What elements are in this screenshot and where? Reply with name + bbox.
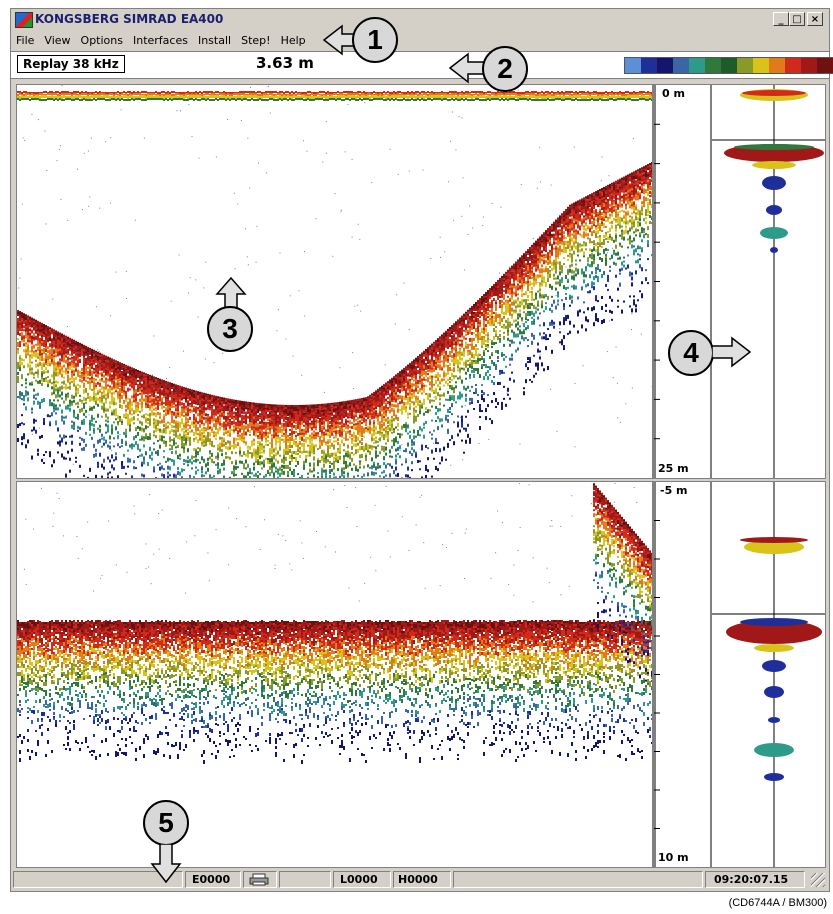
arrow-right-icon	[712, 336, 752, 368]
status-bar: E0000 L0000 H0000 09:20:07.15	[11, 869, 829, 891]
color-swatch	[817, 58, 833, 73]
callout-1: 1	[322, 14, 402, 66]
minimize-button[interactable]: _	[773, 12, 789, 26]
application-window: KONGSBERG SIMRAD EA400 _ □ × File View Opt…	[10, 8, 833, 892]
close-button[interactable]: ×	[807, 12, 823, 26]
menu-bar: File View Options Interfaces Install Step! Hel…	[11, 31, 829, 51]
color-scale	[624, 57, 833, 74]
upper-depth-top: 0 m	[662, 87, 685, 100]
menu-help[interactable]: Help	[280, 34, 306, 47]
lower-depth-ticks	[654, 482, 660, 867]
callout-2: 2	[448, 44, 532, 94]
color-swatch	[753, 58, 769, 73]
arrow-left-icon	[448, 52, 488, 84]
status-field-h: H0000	[393, 871, 451, 888]
lower-depth-scale: -5 m 10 m	[653, 481, 711, 868]
menu-file[interactable]: File	[16, 34, 35, 47]
lower-echogram-image	[17, 482, 652, 764]
upper-depth-scale: 0 m 25 m	[653, 84, 711, 479]
color-swatch	[673, 58, 689, 73]
status-time: 09:20:07.15	[705, 871, 805, 888]
color-swatch	[737, 58, 753, 73]
arrow-left-icon	[322, 24, 362, 56]
status-field-e: E0000	[185, 871, 241, 888]
color-swatch	[625, 58, 641, 73]
callout-4: 4	[668, 328, 754, 378]
title-bar[interactable]: KONGSBERG SIMRAD EA400 _ □ ×	[11, 9, 829, 31]
lower-scope-image	[712, 482, 825, 867]
color-swatch	[785, 58, 801, 73]
color-swatch	[689, 58, 705, 73]
depth-readout: 3.63 m	[256, 54, 314, 72]
printer-button[interactable]	[243, 871, 277, 888]
lower-scope-view[interactable]	[711, 481, 826, 868]
lower-depth-top: -5 m	[660, 484, 688, 497]
upper-scope-image	[712, 85, 825, 478]
color-swatch	[641, 58, 657, 73]
printer-icon	[249, 873, 269, 886]
status-field-blank	[13, 871, 183, 888]
lower-depth-bottom: 10 m	[658, 851, 689, 864]
color-swatch	[705, 58, 721, 73]
upper-depth-ticks	[654, 85, 660, 478]
callout-5: 5	[140, 800, 192, 886]
app-logo-icon	[15, 12, 33, 28]
color-swatch	[769, 58, 785, 73]
arrow-up-icon	[215, 276, 247, 312]
menu-options[interactable]: Options	[80, 34, 123, 47]
lower-echogram[interactable]	[16, 481, 653, 868]
color-swatch	[657, 58, 673, 73]
upper-scope-view[interactable]	[711, 84, 826, 479]
upper-depth-bottom: 25 m	[658, 462, 689, 475]
menu-step[interactable]: Step!	[241, 34, 271, 47]
upper-echogram-image	[17, 85, 652, 478]
window-title: KONGSBERG SIMRAD EA400	[35, 12, 224, 26]
menu-interfaces[interactable]: Interfaces	[132, 34, 188, 47]
resize-grip[interactable]	[811, 873, 825, 887]
upper-echogram[interactable]	[16, 84, 653, 479]
arrow-down-icon	[150, 844, 182, 884]
callout-3: 3	[205, 276, 257, 354]
status-field-blank-2	[279, 871, 331, 888]
maximize-button[interactable]: □	[789, 12, 805, 26]
status-row: Replay 38 kHz 3.63 m	[11, 51, 833, 79]
color-swatch	[801, 58, 817, 73]
color-swatch	[721, 58, 737, 73]
menu-view[interactable]: View	[44, 34, 71, 47]
status-field-blank-3	[453, 871, 703, 888]
frequency-label: Replay 38 kHz	[17, 55, 125, 73]
status-field-l: L0000	[333, 871, 391, 888]
menu-install[interactable]: Install	[197, 34, 232, 47]
figure-caption: (CD6744A / BM300)	[728, 897, 827, 909]
